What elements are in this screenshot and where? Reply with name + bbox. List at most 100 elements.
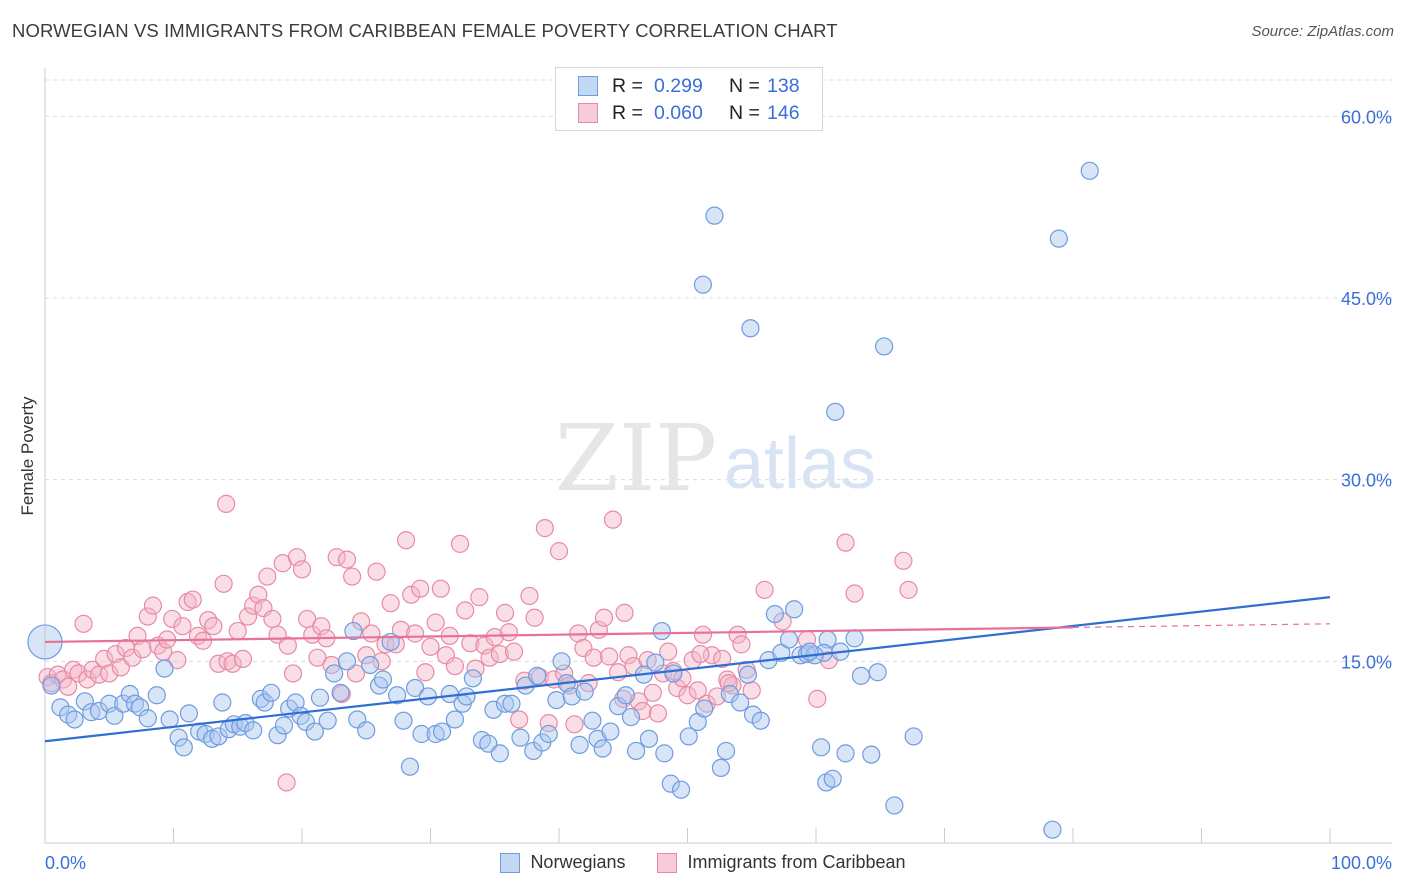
y-tick-label: 60.0% xyxy=(1341,107,1392,127)
norwegian-point xyxy=(851,666,871,685)
caribbean-point xyxy=(470,588,489,607)
caribbean-point xyxy=(619,646,638,665)
legend-item-norwegians: Norwegians xyxy=(500,852,625,873)
caribbean-point xyxy=(278,636,297,655)
caribbean-point xyxy=(111,658,130,677)
norwegian-point xyxy=(286,693,305,712)
norwegian-point xyxy=(502,694,521,713)
norwegian-point xyxy=(120,684,139,704)
caribbean-trend-extension xyxy=(1072,623,1331,629)
gridlines xyxy=(45,79,1392,662)
caribbean-point xyxy=(445,657,465,676)
caribbean-point xyxy=(702,646,722,665)
caribbean-point xyxy=(584,648,603,667)
caribbean-point xyxy=(520,586,539,606)
norwegian-point xyxy=(155,659,174,678)
norwegian-point xyxy=(800,642,819,661)
caribbean-point xyxy=(431,579,450,598)
norwegian-point xyxy=(105,706,124,725)
caribbean-point xyxy=(678,686,697,705)
caribbean-point xyxy=(510,710,529,729)
legend-swatch-pink xyxy=(657,852,678,873)
tick-labels: 15.0% 30.0% 45.0% 60.0% 0.0% 100.0% xyxy=(45,107,1392,873)
norwegian-point xyxy=(244,721,263,740)
norwegian-point xyxy=(147,686,166,705)
r-label: R = xyxy=(612,101,643,124)
caribbean-point xyxy=(173,617,192,636)
caribbean-point xyxy=(693,625,713,644)
caribbean-point xyxy=(461,634,480,653)
norwegian-point xyxy=(463,669,483,688)
norwegian-point xyxy=(1080,161,1099,180)
norwegian-point xyxy=(575,682,594,701)
caribbean-point xyxy=(697,694,716,713)
norwegian-point xyxy=(779,630,799,649)
caribbean-point xyxy=(78,670,97,689)
norwegian-point xyxy=(671,780,691,799)
norwegian-point xyxy=(357,721,376,740)
norwegian-point xyxy=(310,688,330,707)
caribbean-point xyxy=(362,624,381,643)
norwegian-point xyxy=(661,774,680,793)
watermark: ZIP atlas xyxy=(555,405,876,512)
caribbean-point xyxy=(426,613,445,632)
norwegian-point xyxy=(174,738,193,757)
norwegian-point xyxy=(262,683,281,702)
caribbean-point xyxy=(352,612,371,631)
caribbean-point xyxy=(755,580,774,599)
caribbean-point xyxy=(396,531,416,550)
norwegian-point xyxy=(539,724,558,744)
norwegian-point xyxy=(51,698,70,717)
norwegian-point xyxy=(1043,820,1062,839)
caribbean-point xyxy=(402,585,421,604)
n-value: 146 xyxy=(767,101,800,124)
caribbean-point xyxy=(367,562,386,581)
caribbean-point xyxy=(416,663,435,682)
norwegian-point xyxy=(325,664,344,683)
caribbean-point xyxy=(100,664,119,683)
norwegian-point xyxy=(65,710,84,729)
caribbean-point xyxy=(238,607,258,626)
legend-item-caribbean: Immigrants from Caribbean xyxy=(657,852,906,873)
caribbean-point xyxy=(659,642,678,661)
caribbean-point xyxy=(485,628,504,647)
caribbean-point xyxy=(391,620,411,639)
caribbean-point xyxy=(217,494,236,513)
caribbean-point xyxy=(204,617,223,636)
caribbean-point xyxy=(648,704,668,723)
norwegian-point xyxy=(593,739,612,758)
caribbean-point xyxy=(223,654,242,673)
norwegian-point xyxy=(823,769,842,788)
caribbean-point xyxy=(163,609,182,629)
norwegian-point xyxy=(639,729,659,748)
norwegian-point xyxy=(387,686,407,705)
norwegian-point xyxy=(179,704,199,723)
caribbean-point xyxy=(549,542,569,561)
norwegian-point xyxy=(547,690,566,710)
caribbean-point xyxy=(233,649,252,669)
y-tick-label: 45.0% xyxy=(1341,289,1392,309)
caribbean-point xyxy=(732,635,751,654)
caribbean-trend-line xyxy=(44,626,1074,644)
caribbean-point xyxy=(456,601,475,620)
caribbean-point xyxy=(258,567,277,586)
correlation-legend: R = 0.299 N = 138 R = 0.060 N = 146 xyxy=(555,67,823,131)
r-value: 0.299 xyxy=(654,74,703,97)
norwegian-point xyxy=(570,735,589,755)
norwegian-point xyxy=(616,686,635,705)
watermark-atlas: atlas xyxy=(724,424,876,504)
norwegian-point xyxy=(751,711,770,730)
caribbean-point xyxy=(643,683,662,702)
norwegian-point xyxy=(169,728,188,747)
norwegian-point xyxy=(552,652,571,671)
norwegian-point xyxy=(138,709,157,728)
norwegian-point xyxy=(337,652,357,671)
caribbean-point xyxy=(228,621,247,641)
norwegian-point xyxy=(495,694,515,713)
norwegian-point xyxy=(331,683,350,702)
norwegian-point xyxy=(705,206,724,225)
norwegian-point xyxy=(716,741,736,761)
caribbean-point xyxy=(894,551,913,570)
norwegian-point xyxy=(583,711,602,730)
caribbean-point xyxy=(332,684,351,704)
